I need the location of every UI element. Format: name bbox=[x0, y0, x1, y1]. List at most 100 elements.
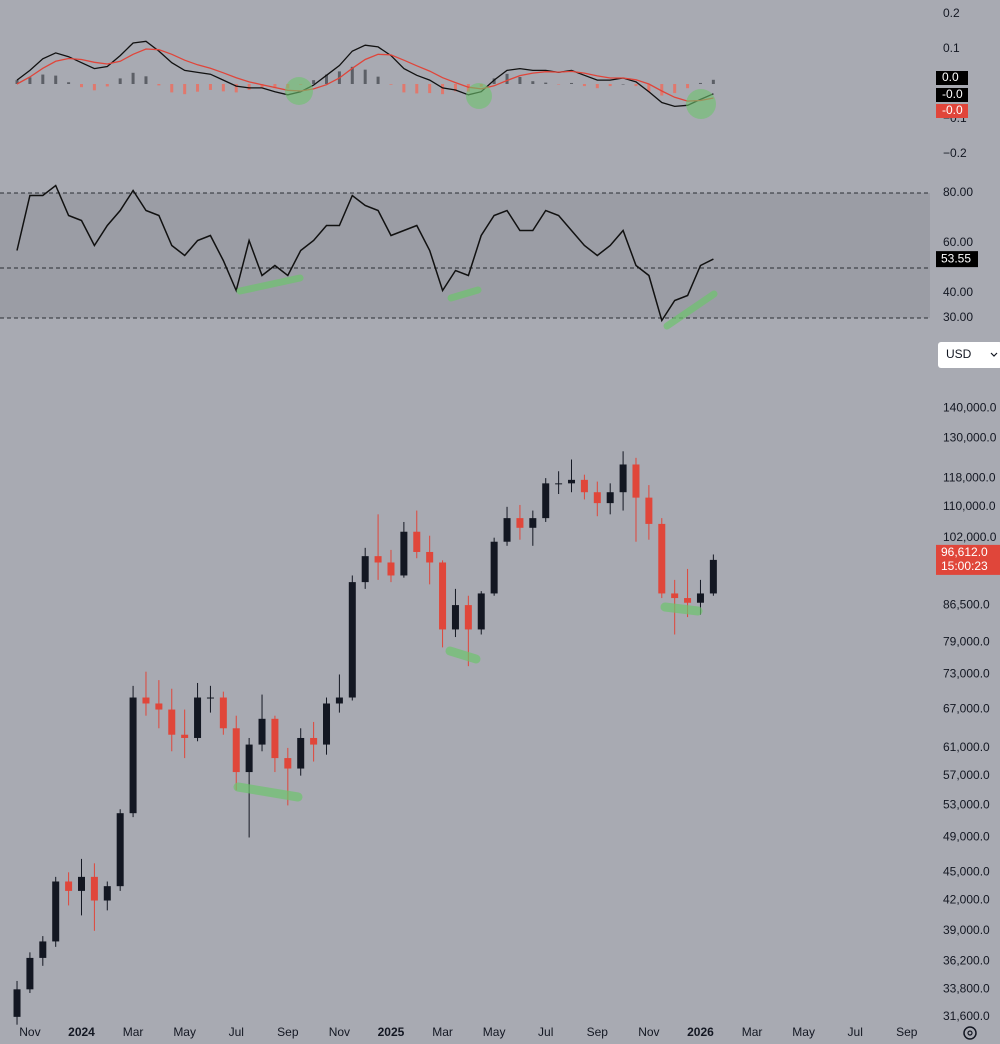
badges: 0.0 -0.0 -0.0 53.55 96,612.015:00:23 bbox=[936, 70, 1000, 575]
candle-body bbox=[464, 605, 472, 630]
candle-body bbox=[387, 562, 395, 576]
histogram-bar bbox=[453, 84, 457, 92]
histogram-bar bbox=[711, 79, 715, 84]
x-tick-label: Sep bbox=[896, 1025, 918, 1039]
histogram-bar bbox=[92, 84, 96, 91]
price-badge bbox=[936, 544, 1000, 575]
candle-body bbox=[271, 718, 279, 759]
value-badge bbox=[936, 104, 968, 118]
candle-body bbox=[671, 593, 679, 599]
histogram-bar bbox=[557, 84, 561, 85]
candle-body bbox=[90, 876, 98, 901]
y-tick-label: 36,200.0 bbox=[943, 953, 990, 967]
histogram-bar bbox=[608, 84, 612, 87]
value-badge bbox=[936, 71, 968, 85]
y-tick-label: 30.00 bbox=[943, 310, 973, 324]
candle-body bbox=[361, 556, 369, 583]
highlight bbox=[466, 83, 492, 109]
candle-body bbox=[103, 886, 111, 901]
histogram-bar bbox=[350, 66, 354, 84]
histogram-bar bbox=[183, 84, 187, 95]
histogram-bar bbox=[54, 75, 58, 84]
selector-arrow[interactable] bbox=[990, 352, 998, 357]
candle-body bbox=[568, 479, 576, 484]
x-tick-label: Jul bbox=[229, 1025, 244, 1039]
gear-center[interactable] bbox=[967, 1030, 973, 1036]
candle-body bbox=[684, 598, 692, 603]
histogram-bar bbox=[234, 84, 238, 93]
y-tick-label: 110,000.0 bbox=[943, 499, 996, 513]
histogram-bar bbox=[196, 84, 200, 92]
candle-body bbox=[555, 483, 563, 485]
candle-body bbox=[129, 697, 137, 814]
histogram-bar bbox=[647, 84, 651, 92]
candle-body bbox=[310, 737, 318, 745]
annotations bbox=[233, 77, 718, 802]
macd-line bbox=[16, 40, 714, 108]
candle-body bbox=[52, 881, 60, 942]
candle-body bbox=[439, 562, 447, 630]
x-tick-label: Mar bbox=[742, 1025, 763, 1039]
settings-button[interactable] bbox=[963, 1026, 977, 1040]
currency-selector[interactable]: USD bbox=[938, 342, 1000, 368]
y-tick-label: 118,000.0 bbox=[943, 470, 996, 484]
histogram-bar bbox=[273, 84, 277, 89]
candle-body bbox=[219, 697, 227, 729]
histogram-bar bbox=[67, 82, 71, 84]
y-tick-label: 39,000.0 bbox=[943, 923, 990, 937]
gear-icon[interactable] bbox=[963, 1026, 977, 1040]
highlight bbox=[447, 286, 482, 302]
highlight bbox=[663, 290, 718, 330]
value-badge-label: -0.0 bbox=[942, 103, 963, 117]
x-tick-label: May bbox=[173, 1025, 196, 1039]
candle-body bbox=[374, 556, 382, 563]
histogram-bar bbox=[402, 84, 406, 93]
histogram-bar bbox=[634, 84, 638, 87]
x-tick-label: Sep bbox=[587, 1025, 609, 1039]
candle-body bbox=[181, 734, 189, 738]
candle-body bbox=[516, 518, 524, 528]
highlight bbox=[686, 89, 716, 119]
histogram-bar bbox=[15, 80, 19, 84]
y-tick-label: 80.00 bbox=[943, 185, 973, 199]
rsi-line bbox=[16, 184, 714, 323]
y-tick-label: 57,000.0 bbox=[943, 768, 990, 782]
selector-box[interactable] bbox=[938, 342, 1000, 368]
histogram-bar bbox=[221, 84, 225, 92]
y-tick-label: 61,000.0 bbox=[943, 740, 990, 754]
selector-label[interactable]: USD bbox=[946, 347, 972, 361]
candle-body bbox=[142, 697, 150, 704]
candle-body bbox=[65, 881, 73, 891]
histogram-bar bbox=[518, 77, 522, 84]
histogram-bar bbox=[492, 78, 496, 84]
x-tick-label: May bbox=[792, 1025, 815, 1039]
highlight bbox=[445, 646, 481, 664]
y-tick-label: 67,000.0 bbox=[943, 702, 990, 716]
y-tick-label: 45,000.0 bbox=[943, 864, 990, 878]
histogram-bar bbox=[131, 72, 135, 84]
candle-body bbox=[116, 813, 124, 887]
histogram-bar bbox=[686, 84, 690, 89]
histogram-bar bbox=[28, 77, 32, 84]
candle-body bbox=[477, 593, 485, 630]
x-tick-label: 2025 bbox=[378, 1025, 405, 1039]
y-tick-label: 0.1 bbox=[943, 41, 960, 55]
price-badge-label: 96,612.0 bbox=[941, 545, 988, 559]
y-tick-label: 140,000.0 bbox=[943, 400, 997, 414]
y-tick-label: 49,000.0 bbox=[943, 830, 990, 844]
candle-body bbox=[284, 758, 292, 769]
candle-body bbox=[426, 551, 434, 563]
candle-body bbox=[168, 709, 176, 735]
value-badge bbox=[936, 88, 968, 102]
highlight bbox=[233, 782, 303, 802]
candle-body bbox=[709, 559, 717, 594]
x-tick-label: Jul bbox=[848, 1025, 863, 1039]
histogram-bar bbox=[105, 84, 109, 87]
histogram-bar bbox=[595, 84, 599, 89]
candle-body bbox=[619, 464, 627, 493]
macd-line bbox=[16, 48, 714, 102]
y-tick-label: −0.2 bbox=[943, 146, 967, 160]
candle-body bbox=[632, 464, 640, 498]
